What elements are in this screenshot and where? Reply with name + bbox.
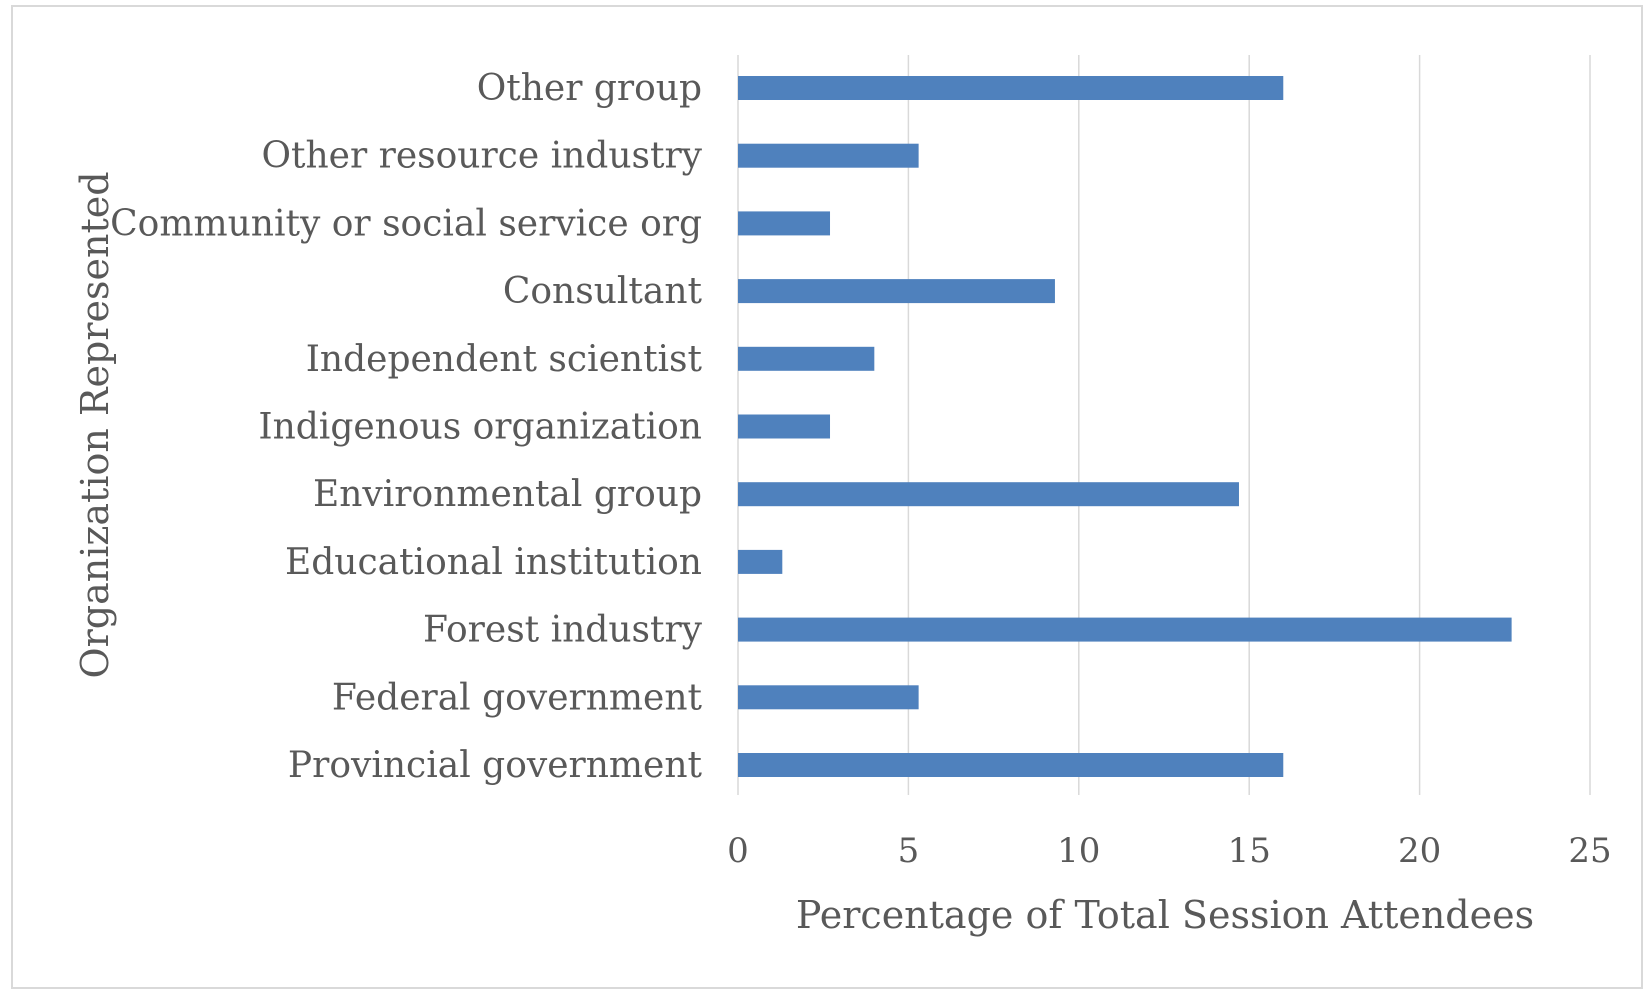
category-label: Community or social service org bbox=[110, 203, 702, 244]
category-label: Indigenous organization bbox=[258, 407, 702, 448]
category-label: Forest industry bbox=[423, 610, 703, 651]
category-label: Federal government bbox=[332, 677, 703, 718]
x-tick-label: 15 bbox=[1228, 831, 1271, 871]
category-label: Educational institution bbox=[285, 542, 702, 583]
category-labels: Provincial government Federal government F… bbox=[110, 68, 703, 786]
bar bbox=[738, 143, 919, 168]
bar bbox=[738, 617, 1512, 642]
category-label: Provincial government bbox=[288, 745, 703, 786]
category-label: Consultant bbox=[503, 271, 703, 312]
gridlines bbox=[737, 55, 1591, 795]
x-axis-title: Percentage of Total Session Attendees bbox=[796, 893, 1534, 937]
bar bbox=[738, 76, 1284, 100]
category-label: Independent scientist bbox=[306, 339, 703, 380]
bar bbox=[738, 549, 783, 574]
bar bbox=[738, 753, 1284, 777]
category-label: Environmental group bbox=[313, 474, 702, 515]
x-tick-labels: 0 5 10 15 20 25 bbox=[727, 831, 1611, 871]
bar bbox=[738, 414, 831, 439]
bars bbox=[738, 76, 1512, 777]
x-tick-label: 10 bbox=[1057, 831, 1100, 871]
x-tick-label: 5 bbox=[898, 831, 920, 871]
bar bbox=[738, 482, 1239, 507]
category-label: Other group bbox=[477, 68, 702, 109]
category-label: Other resource industry bbox=[261, 136, 702, 177]
y-axis-title: Organization Represented bbox=[73, 171, 117, 678]
bar bbox=[738, 685, 919, 710]
x-tick-label: 20 bbox=[1398, 831, 1441, 871]
x-tick-label: 0 bbox=[727, 831, 749, 871]
bar bbox=[738, 346, 875, 371]
x-tick-label: 25 bbox=[1568, 831, 1611, 871]
bar bbox=[738, 279, 1055, 304]
bar bbox=[738, 211, 831, 236]
